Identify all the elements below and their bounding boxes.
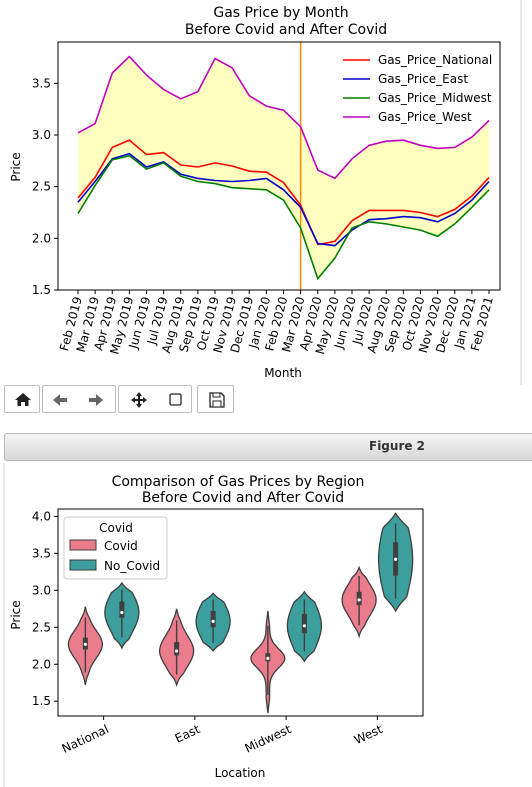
violin-Covid-West	[341, 565, 377, 639]
figure1-line-chart: Gas Price by Month Before Covid and Afte…	[0, 0, 532, 385]
legend-entry: Gas_Price_West	[343, 110, 472, 124]
violin-Covid-East	[158, 608, 195, 688]
violin-median	[394, 557, 398, 561]
legend-label: Gas_Price_East	[378, 72, 468, 86]
y-axis-label: Price	[9, 600, 23, 629]
home-button[interactable]	[4, 385, 40, 413]
violin-median	[175, 649, 179, 653]
legend: Gas_Price_National Gas_Price_East Gas_Pric…	[343, 53, 492, 124]
y-axis-label: Price	[9, 152, 23, 181]
legend-entry: Gas_Price_East	[343, 72, 468, 86]
y-tick-label: 3.5	[32, 546, 51, 560]
save-button[interactable]	[197, 385, 234, 413]
violin-Covid-Midwest	[250, 610, 286, 714]
violin-iqr-box	[119, 601, 125, 618]
violin-iqr-box	[301, 613, 307, 634]
series-line-Gas_Price_National	[77, 139, 490, 246]
x-axis-label: Month	[264, 366, 302, 380]
violin-No_Covid-National	[104, 581, 140, 650]
y-tick-label: 3.0	[32, 128, 51, 142]
figure2-titlebar[interactable]: Figure 2	[4, 433, 532, 461]
legend-entry: Covid	[69, 539, 138, 553]
figure2-violin-chart: Comparison of Gas Prices by Region Befor…	[0, 463, 532, 787]
pan-zoom-group	[118, 385, 192, 413]
legend-label: Covid	[104, 539, 138, 553]
y-tick-label: 1.5	[32, 694, 51, 708]
legend-label: No_Covid	[104, 559, 160, 573]
plot-frame	[57, 41, 501, 291]
y-tick-label: 2.5	[32, 180, 51, 194]
violin-No_Covid-West	[377, 512, 414, 613]
series-line-Gas_Price_East	[77, 152, 490, 247]
arrow-right-icon[interactable]	[89, 394, 103, 406]
violin-Covid-National	[67, 606, 104, 686]
violin-median	[266, 656, 270, 660]
legend-title: Covid	[99, 521, 133, 535]
legend-entry: Gas_Price_National	[343, 53, 492, 67]
series-line-Gas_Price_Midwest	[77, 154, 490, 281]
violin-No_Covid-East	[195, 592, 231, 652]
series-line-Gas_Price_West	[77, 55, 490, 180]
chart-title-line2: Before Covid and After Covid	[185, 22, 387, 38]
y-tick-label: 2.5	[32, 620, 51, 634]
violin-median	[120, 610, 124, 615]
fill-between-area	[78, 56, 489, 279]
legend-entry: Gas_Price_Midwest	[343, 91, 492, 105]
home-icon	[15, 393, 31, 406]
navigation-toolbar	[0, 385, 532, 417]
violin-median	[83, 642, 87, 646]
floppy-disk-icon	[209, 392, 225, 408]
legend-label: Gas_Price_Midwest	[378, 91, 492, 105]
fill-between-region	[78, 56, 489, 279]
window-title: Figure 2	[369, 439, 426, 453]
legend-entry: No_Covid	[69, 559, 160, 573]
legend: Covid Covid No_Covid	[63, 516, 168, 580]
chart-title-line2: Before Covid and After Covid	[142, 490, 344, 506]
legend-label: Gas_Price_National	[378, 53, 492, 67]
back-forward-group	[42, 385, 116, 413]
zoom-rect-icon[interactable]	[169, 393, 182, 406]
violin-median	[211, 619, 215, 623]
legend-label: Gas_Price_West	[378, 110, 472, 124]
y-tick-label: 3.0	[32, 583, 51, 597]
y-tick-label: 3.5	[32, 76, 51, 90]
move-icon[interactable]	[131, 392, 147, 408]
y-tick-label: 2.0	[32, 231, 51, 245]
violin-median	[357, 598, 361, 602]
chart-title-line1: Gas Price by Month	[213, 5, 348, 21]
y-tick-label: 4.0	[32, 509, 51, 523]
y-tick-label: 1.5	[32, 283, 51, 297]
violin-No_Covid-Midwest	[286, 590, 323, 663]
violin-iqr-box	[174, 642, 180, 656]
violin-median	[302, 624, 306, 628]
plot-frame	[57, 508, 424, 717]
arrow-left-icon[interactable]	[53, 394, 67, 406]
y-tick-label: 2.0	[32, 657, 51, 671]
chart-title-line1: Comparison of Gas Prices by Region	[112, 474, 365, 490]
x-axis-label: Location	[215, 766, 266, 780]
violin-iqr-box	[210, 611, 216, 628]
